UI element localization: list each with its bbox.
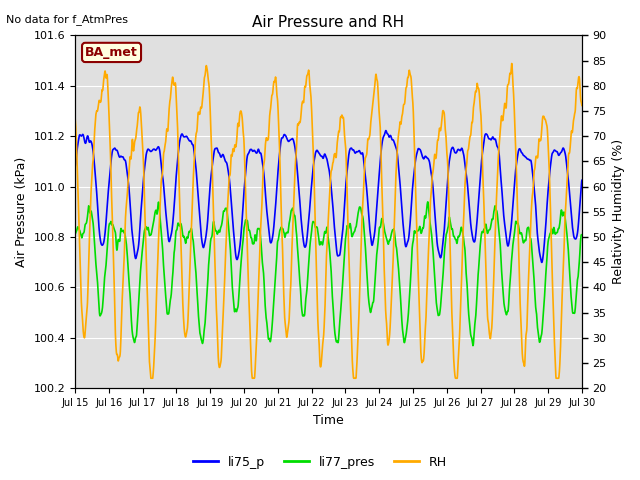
Legend: li75_p, li77_pres, RH: li75_p, li77_pres, RH — [188, 451, 452, 474]
Y-axis label: Air Pressure (kPa): Air Pressure (kPa) — [15, 156, 28, 267]
Text: BA_met: BA_met — [85, 46, 138, 59]
Y-axis label: Relativity Humidity (%): Relativity Humidity (%) — [612, 139, 625, 284]
X-axis label: Time: Time — [313, 414, 344, 427]
Text: No data for f_AtmPres: No data for f_AtmPres — [6, 14, 129, 25]
Title: Air Pressure and RH: Air Pressure and RH — [252, 15, 404, 30]
